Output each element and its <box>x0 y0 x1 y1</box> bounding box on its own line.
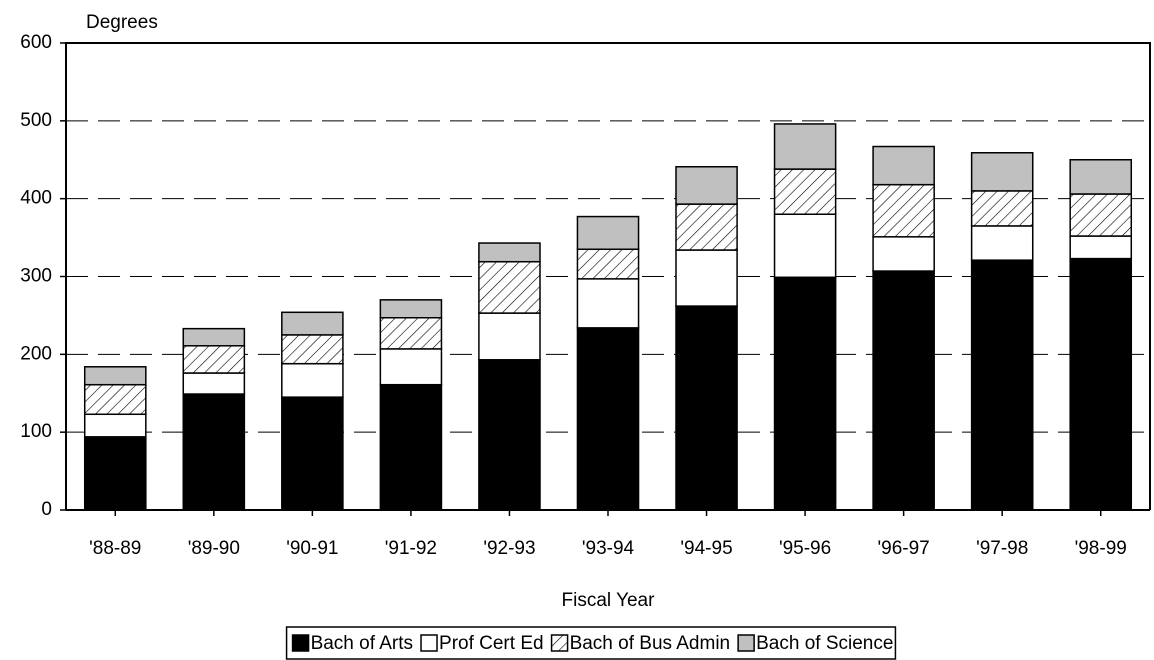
legend-label: Bach of Arts <box>311 633 413 654</box>
bar-segment <box>1069 257 1133 511</box>
x-tick-label: '97-98 <box>976 538 1028 559</box>
y-tick-label: 0 <box>41 499 52 520</box>
bar-segment <box>281 334 344 365</box>
bar-segment <box>576 327 640 511</box>
bar-segment <box>83 436 147 511</box>
bar-segment <box>281 311 344 336</box>
bar-segment <box>281 396 344 511</box>
bar-segment <box>182 393 246 511</box>
bar-segment <box>872 145 935 186</box>
bar-segment <box>675 203 738 251</box>
bar-segment <box>379 348 443 386</box>
bar-segment <box>576 215 640 251</box>
bar-segment <box>182 327 246 347</box>
bar-segment <box>576 278 640 329</box>
bar-segment <box>1069 159 1133 195</box>
x-tick-label: '96-97 <box>878 538 930 559</box>
legend-box <box>285 626 897 660</box>
legend-swatch <box>550 634 569 652</box>
legend-label: Prof Cert Ed <box>439 633 544 654</box>
bar-segment <box>182 345 246 374</box>
x-tick-label: '88-89 <box>89 538 141 559</box>
x-tick-label: '92-93 <box>483 538 535 559</box>
bar-segment <box>872 236 935 272</box>
bar-segment <box>970 151 1034 192</box>
bar-segment <box>576 248 640 280</box>
y-tick-label: 200 <box>20 343 52 364</box>
x-axis-label: Fiscal Year <box>562 590 656 611</box>
y-tick-label: 600 <box>20 32 52 53</box>
bar-segment <box>675 249 738 307</box>
bar-segment <box>970 259 1034 511</box>
x-tick-label: '94-95 <box>680 538 732 559</box>
bar-segment <box>478 312 541 361</box>
bar-segment <box>478 359 541 511</box>
legend-swatch <box>420 634 438 652</box>
x-tick-label: '90-91 <box>286 538 338 559</box>
x-tick-label: '89-90 <box>188 538 240 559</box>
bar-segment <box>182 372 246 395</box>
legend-label: Bach of Bus Admin <box>570 633 731 654</box>
plot-frame <box>65 42 1151 510</box>
bar-segment <box>379 299 443 319</box>
x-tick-label: '95-96 <box>779 538 831 559</box>
bar-segment <box>773 276 837 511</box>
bar-segment <box>379 317 443 350</box>
legend-swatch <box>737 634 755 652</box>
bar-segment <box>970 190 1034 227</box>
bar-segment <box>872 183 935 238</box>
bar-segment <box>1069 235 1133 260</box>
bar-segment <box>773 213 837 279</box>
legend: Bach of Arts Prof Cert Ed Bach of Bus Admi… <box>285 626 897 660</box>
bar-segment <box>675 305 738 511</box>
bar-segment <box>83 383 147 416</box>
bar-segment <box>970 225 1034 261</box>
bar-segment <box>675 166 738 205</box>
bar-segment <box>872 270 935 511</box>
bar-segment <box>83 413 147 438</box>
y-axis-label: Degrees <box>86 12 158 33</box>
x-tick-label: '93-94 <box>582 538 635 559</box>
y-tick-label: 100 <box>20 421 52 442</box>
y-tick-label: 400 <box>20 188 52 209</box>
bar-segment <box>281 362 344 398</box>
bar-segment <box>83 366 147 386</box>
bar-segment <box>478 242 541 263</box>
bar-segment <box>1069 193 1133 237</box>
bar-segment <box>773 168 837 215</box>
bar-segment <box>773 123 837 170</box>
bar-segment <box>379 383 443 511</box>
legend-label: Bach of Science <box>756 633 893 654</box>
x-tick-label: '91-92 <box>385 538 437 559</box>
y-tick-label: 500 <box>20 110 52 131</box>
x-tick-label: '98-99 <box>1075 538 1127 559</box>
legend-swatch <box>291 634 310 652</box>
y-tick-label: 300 <box>20 266 52 287</box>
bar-segment <box>478 260 541 314</box>
